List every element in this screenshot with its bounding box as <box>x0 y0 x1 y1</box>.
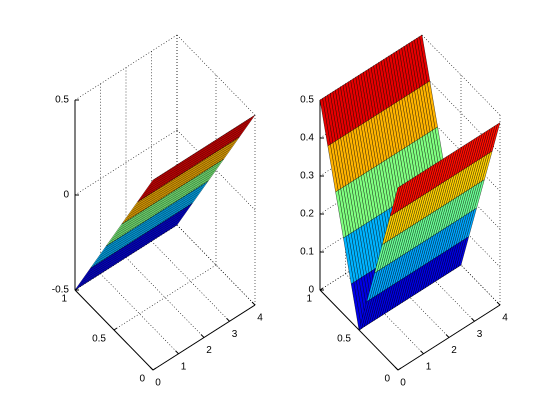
x-tick <box>445 334 450 338</box>
x-tick <box>149 366 154 371</box>
x-tick-label: 2 <box>451 345 457 356</box>
x-tick-label: 1 <box>426 361 432 372</box>
grid-line <box>176 34 256 116</box>
z-tick-label: -0.5 <box>52 285 70 296</box>
grid-line <box>421 34 501 116</box>
x-tick <box>496 301 501 306</box>
y-tick-label: 1 <box>61 294 67 305</box>
x-tick-label: 3 <box>477 329 483 340</box>
x-tick-label: 3 <box>232 329 238 340</box>
x-tick-label: 4 <box>502 313 508 324</box>
z-tick-label: 0 <box>308 285 314 296</box>
grid-line <box>100 273 179 354</box>
grid-line <box>176 129 256 211</box>
grid-line <box>151 241 230 322</box>
z-tick-label: 0.4 <box>300 133 314 144</box>
x-tick <box>200 334 205 338</box>
x-tick <box>175 350 179 355</box>
grid-line <box>125 257 205 338</box>
y-tick-label: 0.5 <box>92 334 106 345</box>
x-tick-label: 1 <box>181 361 187 372</box>
z-tick-label: 0.5 <box>55 95 69 106</box>
y-tick-label: 0.5 <box>337 334 351 345</box>
z-tick-label: 0 <box>63 190 69 201</box>
y-tick <box>113 327 118 331</box>
grid-line <box>74 34 178 101</box>
z-tick-label: 0.5 <box>300 95 314 106</box>
x-tick <box>226 317 230 322</box>
y-tick-label: 1 <box>306 294 312 305</box>
x-tick <box>471 317 475 322</box>
z-tick-label: 0.3 <box>300 171 314 182</box>
grid-line <box>113 264 217 331</box>
x-tick-label: 0 <box>400 378 406 389</box>
z-tick-label: 0.1 <box>300 247 314 258</box>
x-tick <box>394 366 399 371</box>
x-tick-label: 0 <box>155 378 161 389</box>
x-tick <box>420 350 424 355</box>
z-tick-label: 0.2 <box>300 209 314 220</box>
y-tick-label: 0 <box>139 374 145 385</box>
y-tick-label: 0 <box>384 374 390 385</box>
x-tick-label: 2 <box>206 345 212 356</box>
x-tick-label: 4 <box>257 313 263 324</box>
surface-face <box>389 185 401 217</box>
y-tick <box>152 367 157 371</box>
x-tick <box>251 301 256 306</box>
grid-line <box>74 129 178 196</box>
y-tick <box>397 367 402 371</box>
surface-face <box>137 178 156 203</box>
grid-line <box>176 224 256 306</box>
